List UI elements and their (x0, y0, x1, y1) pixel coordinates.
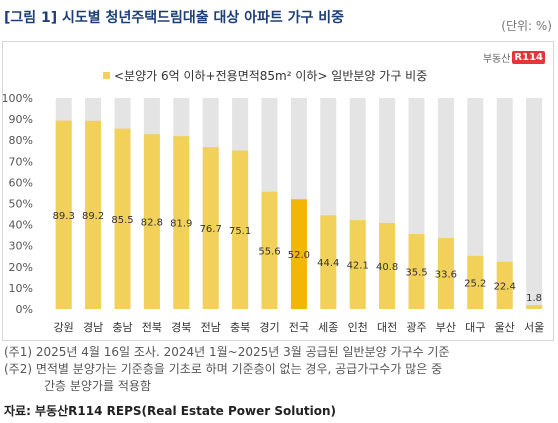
bar (437, 238, 454, 309)
data-label: 81.9 (170, 219, 192, 230)
y-tick-label: 20% (9, 261, 33, 274)
footnote-1: (주1) 2025년 4월 16일 조사. 2024년 1월~2025년 3월 … (4, 345, 450, 359)
y-tick-label: 40% (9, 219, 33, 232)
bar (85, 120, 102, 310)
bar-chart: 0% 10% 20% 30% 40% 50% 60% 70% 80% 90% 100% 89.3 강원 8… (3, 92, 544, 334)
bar (55, 120, 72, 310)
legend-label: <분양가 6억 이하+전용면적85m² 이하> 일반분양 가구 비중 (114, 69, 428, 83)
data-label: 40.8 (376, 262, 398, 273)
bar-background (526, 98, 543, 309)
x-tick-label: 대구 (465, 321, 485, 334)
x-tick-label: 충북 (230, 321, 250, 334)
x-tick-label: 울산 (495, 321, 515, 334)
x-tick-label: 충남 (112, 321, 132, 334)
x-tick-label: 서울 (524, 321, 544, 334)
chart-frame: 부동산 R114 <분양가 6억 이하+전용면적85m² 이하> 일반분양 가구… (2, 41, 554, 341)
chart-legend: <분양가 6억 이하+전용면적85m² 이하> 일반분양 가구 비중 (103, 67, 427, 84)
bar (467, 255, 484, 309)
bar (320, 215, 337, 309)
data-label: 1.8 (526, 293, 542, 304)
bar (290, 199, 307, 309)
bar (349, 220, 366, 309)
x-tick-label: 광주 (406, 321, 426, 334)
data-label: 85.5 (111, 215, 133, 226)
y-tick-label: 60% (9, 176, 33, 189)
data-label: 52.0 (288, 250, 310, 261)
footnote-2-continued: 간층 분양가를 적용함 (44, 379, 151, 393)
legend-swatch (103, 72, 110, 79)
x-tick-label: 경기 (259, 321, 279, 334)
data-label: 44.4 (317, 258, 339, 269)
bar-background (496, 98, 513, 309)
x-tick-label: 인천 (348, 320, 368, 334)
y-tick-label: 30% (9, 240, 33, 253)
bar (496, 261, 513, 309)
data-label: 42.1 (347, 261, 369, 272)
bar (114, 128, 131, 309)
x-tick-label: 전국 (289, 321, 309, 334)
y-tick-label: 50% (9, 198, 33, 211)
logo-badge: R114 (512, 51, 545, 64)
logo-text: 부동산 (482, 54, 511, 65)
data-label: 82.8 (141, 218, 163, 229)
page-title: [그림 1] 시도별 청년주택드림대출 대상 아파트 가구 비중 (4, 10, 345, 26)
bar (143, 134, 160, 309)
bar (261, 191, 278, 309)
x-tick-label: 경북 (171, 321, 191, 334)
data-label: 35.5 (405, 268, 427, 279)
y-tick-label: 70% (9, 155, 33, 168)
bar (232, 150, 249, 309)
x-tick-label: 전남 (201, 321, 221, 334)
y-tick-label: 0% (16, 303, 33, 316)
data-label: 89.2 (82, 211, 104, 222)
x-tick-label: 경남 (83, 321, 103, 334)
x-tick-label: 대전 (377, 321, 397, 334)
data-label: 55.6 (258, 246, 280, 257)
bar (408, 234, 425, 309)
data-label: 25.2 (464, 278, 486, 289)
x-tick-label: 전북 (142, 321, 162, 334)
x-tick-label: 강원 (54, 321, 74, 334)
y-tick-label: 90% (9, 113, 33, 126)
bar (379, 222, 396, 309)
data-label: 89.3 (53, 211, 75, 222)
bar (173, 136, 190, 309)
data-label: 75.1 (229, 226, 251, 237)
y-tick-label: 80% (9, 134, 33, 147)
data-label: 33.6 (435, 270, 457, 281)
footnotes: (주1) 2025년 4월 16일 조사. 2024년 1월~2025년 3월 … (4, 344, 450, 395)
x-tick-label: 부산 (436, 321, 456, 334)
bar (526, 305, 543, 309)
unit-label: (단위: %) (501, 19, 552, 33)
y-tick-label: 100% (3, 92, 33, 105)
brand-logo: 부동산 R114 (483, 50, 545, 65)
source-text: 자료: 부동산R114 REPS(Real Estate Power Solut… (4, 404, 337, 418)
data-label: 76.7 (200, 224, 222, 235)
x-tick-label: 세종 (318, 321, 338, 334)
y-tick-label: 10% (9, 282, 33, 295)
footnote-2: (주2) 면적별 분양가는 기준층을 기초로 하며 기준층이 없는 경우, 공급… (4, 362, 443, 376)
bar (202, 147, 219, 309)
data-label: 22.4 (494, 281, 516, 292)
